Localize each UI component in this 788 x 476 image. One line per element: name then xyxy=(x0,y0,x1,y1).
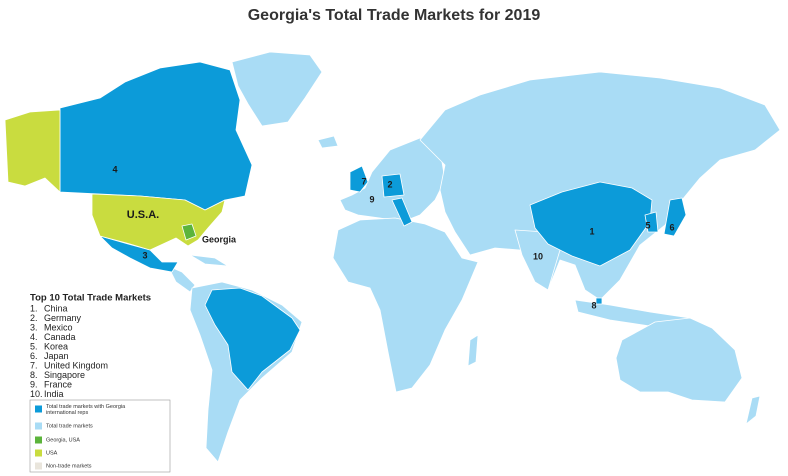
legend-swatch xyxy=(35,449,42,457)
italy xyxy=(391,197,413,227)
map-label: U.S.A. xyxy=(127,209,159,221)
china xyxy=(529,181,653,267)
list-rank: 1. xyxy=(30,303,38,313)
korea xyxy=(644,211,659,233)
list-name: United Kingdom xyxy=(44,360,108,370)
georgia-state xyxy=(181,223,197,241)
germany xyxy=(381,173,405,198)
legend-swatch xyxy=(35,462,42,470)
africa xyxy=(332,217,479,393)
list-rank: 2. xyxy=(30,313,38,323)
list-name: Korea xyxy=(44,341,68,351)
list-name: Mexico xyxy=(44,322,73,332)
greenland xyxy=(231,51,323,127)
list-name: China xyxy=(44,303,68,313)
map-label: 3 xyxy=(142,250,147,260)
madagascar xyxy=(467,334,479,367)
list-rank: 6. xyxy=(30,351,38,361)
legend-swatch xyxy=(35,422,42,430)
map-label: 4 xyxy=(112,164,117,174)
canada xyxy=(59,61,253,211)
brazil xyxy=(204,287,301,391)
title: Georgia's Total Trade Markets for 2019 xyxy=(248,7,541,24)
map-label: 5 xyxy=(645,220,650,230)
list-rank: 7. xyxy=(30,360,38,370)
list-rank: 10. xyxy=(30,389,43,399)
list-rank: 5. xyxy=(30,341,38,351)
legend-label: Total trade markets with Georgia internat… xyxy=(46,404,126,416)
legend-label: Georgia, USA xyxy=(46,437,80,443)
list-name: India xyxy=(44,389,64,399)
map-label: 8 xyxy=(591,300,596,310)
map-label: 9 xyxy=(369,194,374,204)
map-label: 2 xyxy=(387,179,392,189)
list-rank: 3. xyxy=(30,322,38,332)
legend-label: Non-trade markets xyxy=(46,463,92,469)
list-rank: 8. xyxy=(30,370,38,380)
map-label: 1 xyxy=(589,226,594,236)
list-name: Singapore xyxy=(44,370,85,380)
list-name: Japan xyxy=(44,351,69,361)
legend-label: USA xyxy=(46,450,58,456)
australia xyxy=(615,317,743,403)
map-label: Georgia xyxy=(202,234,237,244)
map-label: 6 xyxy=(669,222,674,232)
map-label: 10 xyxy=(533,251,543,261)
list-rank: 9. xyxy=(30,379,38,389)
world-map xyxy=(4,51,781,463)
list-name: Germany xyxy=(44,313,82,323)
legend-box xyxy=(29,399,171,473)
united-kingdom xyxy=(349,165,369,193)
list-heading: Top 10 Total Trade Markets xyxy=(30,293,151,304)
legend-swatch xyxy=(35,436,42,444)
map-label: 7 xyxy=(361,176,366,186)
legend-label: Total trade markets xyxy=(46,423,93,429)
legend-swatch xyxy=(35,405,42,413)
caribbean xyxy=(189,254,229,267)
new-zealand xyxy=(745,395,761,425)
list-name: France xyxy=(44,379,72,389)
iceland xyxy=(317,135,339,149)
alaska xyxy=(4,109,61,193)
singapore xyxy=(595,297,603,305)
list-name: Canada xyxy=(44,332,76,342)
list-rank: 4. xyxy=(30,332,38,342)
japan xyxy=(663,197,687,237)
